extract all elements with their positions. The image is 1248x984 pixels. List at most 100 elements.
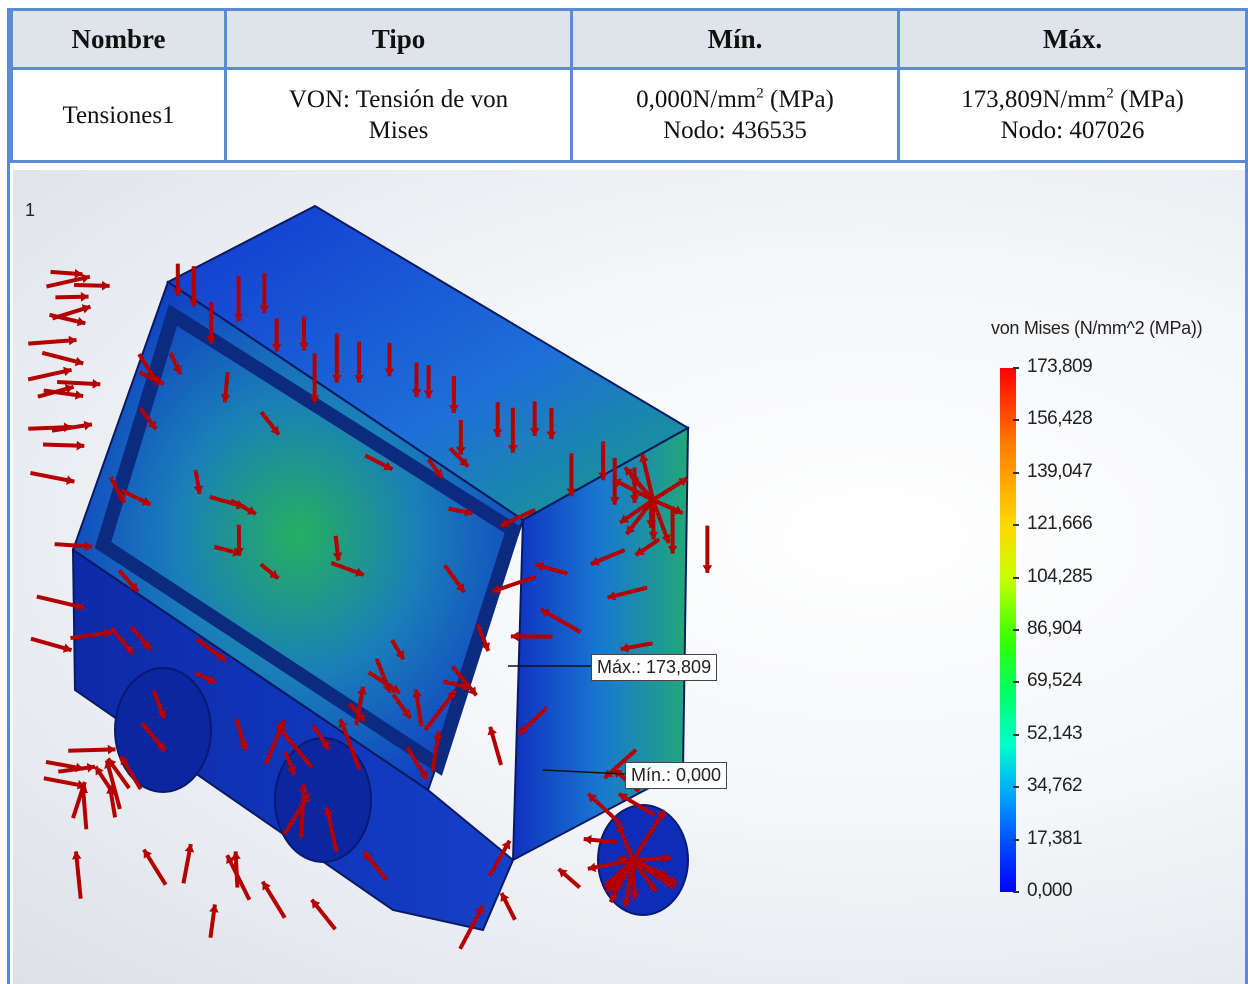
legend-label: 156,428: [1027, 408, 1093, 430]
load-arrow: [475, 624, 491, 652]
color-legend: von Mises (N/mm^2 (MPa)) 173,809 156,428 1…: [991, 318, 1241, 901]
legend-tick: [1013, 367, 1019, 369]
load-arrow: [271, 318, 282, 352]
load-arrow: [539, 607, 582, 634]
legend-tick: [1013, 629, 1019, 631]
load-arrow: [702, 525, 713, 573]
legend-tick: [1013, 733, 1019, 736]
load-arrow: [299, 316, 309, 351]
legend-tick: [1013, 576, 1019, 579]
load-arrow: [510, 631, 553, 642]
min-callout: Mín.: 0,000: [625, 762, 728, 789]
legend-title: von Mises (N/mm^2 (MPa)): [991, 318, 1203, 338]
load-arrow: [608, 859, 635, 904]
load-arrow: [534, 561, 568, 576]
load-arrow: [234, 524, 244, 556]
load-arrow: [51, 304, 92, 321]
load-arrow: [74, 280, 110, 291]
load-arrow: [120, 488, 152, 507]
legend-tick: [1013, 524, 1019, 527]
load-arrow: [36, 594, 85, 611]
load-arrow: [362, 850, 389, 881]
load-arrow: [488, 839, 512, 877]
load-arrow: [458, 904, 485, 950]
legend-label: 173,809: [1027, 356, 1093, 377]
load-arrow: [667, 506, 678, 554]
load-arrow: [618, 498, 655, 525]
load-arrow: [45, 273, 91, 289]
load-arrow: [442, 679, 471, 691]
load-arrow: [30, 636, 73, 653]
load-arrow: [259, 410, 281, 436]
load-arrow: [448, 446, 470, 468]
load-arrow: [259, 272, 270, 313]
max-value: 173,809N/mm: [961, 86, 1107, 113]
load-arrow: [557, 867, 582, 889]
load-arrow: [364, 453, 394, 472]
cell-type: VON: Tensión de von Mises: [224, 67, 573, 163]
load-arrow: [168, 352, 183, 375]
load-arrow: [50, 268, 83, 279]
load-arrow: [405, 746, 429, 781]
load-arrow: [625, 498, 655, 536]
load-arrow: [142, 848, 168, 886]
load-arrow: [58, 762, 96, 774]
load-arrow: [529, 401, 540, 436]
legend-tick: [1013, 786, 1019, 789]
load-arrow: [138, 370, 165, 386]
load-arrow: [426, 458, 444, 479]
load-arrow: [517, 706, 549, 736]
load-arrow: [448, 506, 473, 517]
table-header-row: Nombre Tipo Mín. Máx.: [10, 8, 1248, 70]
load-arrow: [546, 408, 557, 440]
legend-label: 86,904: [1027, 618, 1083, 639]
legend-tick: [1013, 681, 1019, 684]
table-row: Tensiones1 VON: Tensión de von Mises 0,0…: [10, 67, 1248, 163]
load-arrow: [455, 419, 466, 455]
max-callout: Máx.: 173,809: [591, 654, 718, 681]
load-arrow: [27, 366, 73, 382]
load-arrow: [651, 476, 689, 502]
load-arrow: [443, 564, 466, 594]
port-left: [114, 667, 212, 793]
max-node: Nodo: 407026: [1000, 117, 1145, 144]
cell-min: 0,000N/mm2 (MPa) Nodo: 436535: [570, 67, 900, 163]
load-arrow: [430, 730, 443, 772]
load-arrow: [172, 263, 183, 296]
load-arrow: [629, 467, 640, 503]
load-arrow: [55, 291, 89, 302]
legend-label: 34,762: [1027, 775, 1083, 797]
legend-tick: [1013, 419, 1019, 422]
load-arrow: [449, 375, 459, 413]
load-arrow: [42, 440, 85, 451]
fea-model-render: [27, 204, 713, 950]
load-arrow: [607, 585, 648, 601]
load-arrow: [391, 693, 412, 720]
min-stress: 0,000N/mm2 (MPa): [583, 84, 887, 115]
load-arrow: [117, 569, 140, 593]
load-arrow: [30, 470, 75, 485]
results-table: Nombre Tipo Mín. Máx. Tensiones1 VON: Te…: [10, 8, 1248, 163]
legend-label: 104,285: [1027, 565, 1093, 587]
header-max: Máx.: [897, 8, 1248, 70]
load-arrow: [499, 507, 536, 528]
type-line-1: VON: Tensión de von: [288, 86, 509, 113]
stress-plot-viewport[interactable]: 1: [13, 170, 1245, 984]
load-arrow: [37, 384, 75, 399]
load-arrow: [108, 476, 127, 504]
legend-tick: [1013, 838, 1019, 841]
load-arrow: [411, 362, 422, 397]
load-arrow: [423, 365, 434, 399]
load-arrow: [354, 686, 367, 726]
load-arrow: [193, 469, 204, 495]
load-arrows: [27, 263, 713, 950]
load-arrow: [499, 892, 517, 921]
load-arrow: [54, 541, 93, 551]
load-arrow: [283, 751, 297, 776]
header-tipo: Tipo: [224, 8, 573, 70]
load-arrow: [195, 637, 228, 663]
load-arrow: [354, 341, 364, 383]
load-arrow: [41, 350, 84, 367]
load-arrow: [338, 718, 362, 771]
load-arrow: [104, 759, 122, 810]
